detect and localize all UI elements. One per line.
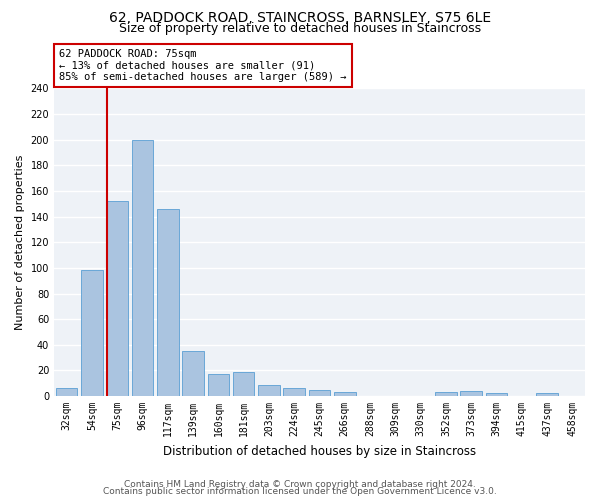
Bar <box>233 372 254 396</box>
X-axis label: Distribution of detached houses by size in Staincross: Distribution of detached houses by size … <box>163 444 476 458</box>
Text: Size of property relative to detached houses in Staincross: Size of property relative to detached ho… <box>119 22 481 35</box>
Bar <box>536 394 558 396</box>
Bar <box>258 384 280 396</box>
Text: Contains public sector information licensed under the Open Government Licence v3: Contains public sector information licen… <box>103 488 497 496</box>
Bar <box>107 201 128 396</box>
Y-axis label: Number of detached properties: Number of detached properties <box>15 154 25 330</box>
Bar <box>157 209 179 396</box>
Bar <box>486 394 507 396</box>
Bar <box>56 388 77 396</box>
Text: 62, PADDOCK ROAD, STAINCROSS, BARNSLEY, S75 6LE: 62, PADDOCK ROAD, STAINCROSS, BARNSLEY, … <box>109 11 491 25</box>
Bar <box>334 392 356 396</box>
Bar <box>460 391 482 396</box>
Bar <box>208 374 229 396</box>
Text: 62 PADDOCK ROAD: 75sqm
← 13% of detached houses are smaller (91)
85% of semi-det: 62 PADDOCK ROAD: 75sqm ← 13% of detached… <box>59 49 347 82</box>
Bar <box>182 351 204 396</box>
Bar <box>309 390 330 396</box>
Bar <box>81 270 103 396</box>
Bar <box>132 140 153 396</box>
Bar <box>435 392 457 396</box>
Bar <box>283 388 305 396</box>
Text: Contains HM Land Registry data © Crown copyright and database right 2024.: Contains HM Land Registry data © Crown c… <box>124 480 476 489</box>
